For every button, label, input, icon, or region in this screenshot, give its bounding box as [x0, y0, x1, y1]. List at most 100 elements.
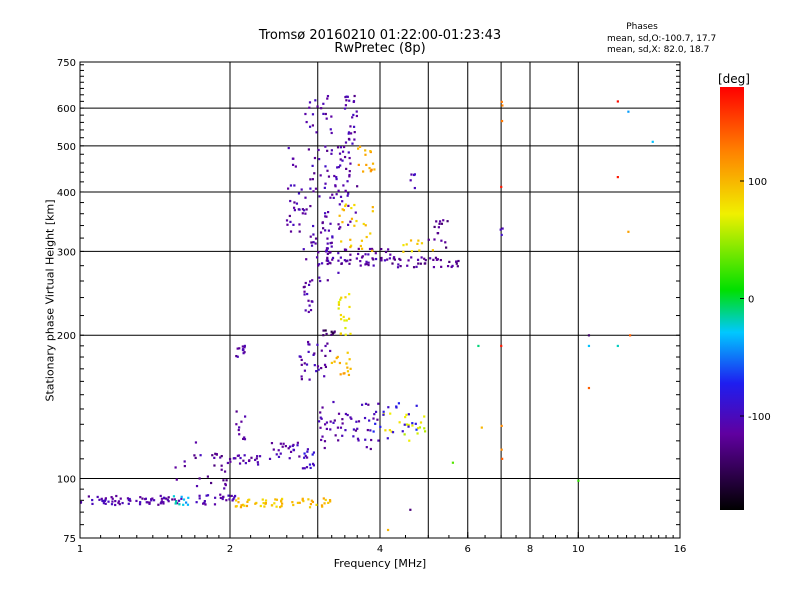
data-point: [407, 423, 410, 427]
data-point: [329, 128, 332, 131]
data-point: [372, 258, 375, 261]
data-point: [337, 252, 340, 255]
data-point: [344, 204, 347, 208]
data-point: [345, 260, 348, 263]
data-point: [300, 358, 303, 362]
data-point: [302, 500, 305, 503]
data-point: [304, 212, 307, 215]
data-point: [230, 494, 233, 498]
data-point: [331, 256, 335, 260]
data-point: [280, 504, 283, 508]
data-point: [225, 499, 228, 502]
data-point: [356, 427, 359, 430]
data-point: [587, 386, 591, 390]
data-point: [344, 412, 347, 416]
data-point: [368, 419, 371, 422]
data-point: [374, 422, 377, 425]
data-point: [370, 438, 373, 442]
data-point: [339, 226, 342, 229]
data-point: [227, 494, 230, 497]
data-point: [326, 262, 329, 266]
data-point: [342, 145, 346, 149]
x-axis-ticks: 1 2 4 6 8 10 16: [77, 532, 686, 555]
data-point: [263, 505, 266, 508]
data-point: [363, 416, 367, 420]
data-point: [287, 146, 290, 150]
data-point: [297, 192, 301, 195]
data-point: [324, 423, 327, 426]
data-point: [310, 244, 314, 247]
data-point: [344, 141, 348, 144]
data-point: [268, 457, 272, 460]
data-point: [329, 242, 332, 245]
data-point: [306, 450, 309, 453]
data-point: [455, 260, 458, 263]
data-point: [343, 107, 347, 110]
data-point: [325, 250, 328, 253]
data-point: [329, 500, 332, 503]
data-point: [365, 446, 368, 449]
data-point: [357, 439, 360, 442]
data-point: [238, 347, 241, 350]
data-point: [320, 504, 324, 507]
data-point: [346, 180, 349, 183]
data-point: [104, 498, 107, 501]
data-point: [374, 257, 378, 261]
colorbar-label: [deg]: [718, 72, 750, 86]
data-point: [335, 177, 338, 181]
data-point: [291, 501, 294, 504]
data-point: [419, 262, 422, 265]
data-point: [387, 406, 390, 409]
data-point: [391, 262, 394, 265]
data-point: [309, 466, 312, 470]
data-point: [307, 498, 310, 501]
data-point: [351, 142, 354, 145]
data-point: [296, 441, 299, 444]
data-point: [242, 437, 245, 441]
data-point: [344, 248, 348, 251]
data-point: [357, 163, 360, 167]
data-point: [291, 163, 295, 166]
data-point: [312, 190, 315, 193]
data-point: [448, 260, 451, 264]
data-point: [117, 500, 121, 503]
data-point: [347, 192, 350, 195]
data-point: [223, 487, 226, 490]
data-point: [345, 99, 348, 102]
data-point: [270, 504, 274, 507]
data-point: [314, 242, 317, 245]
data-point: [326, 242, 329, 245]
data-point: [111, 500, 114, 503]
data-point: [440, 222, 444, 225]
data-point: [242, 352, 245, 355]
data-point: [339, 298, 342, 301]
data-point: [311, 279, 314, 282]
data-point: [357, 420, 361, 423]
data-point: [444, 241, 447, 244]
data-point: [220, 468, 223, 471]
data-point: [370, 168, 373, 171]
data-point: [313, 352, 316, 355]
data-point: [339, 164, 342, 167]
data-point: [424, 259, 427, 262]
data-point: [349, 132, 353, 135]
data-point: [238, 426, 241, 429]
data-point: [348, 358, 351, 361]
data-point: [121, 501, 124, 505]
data-point: [433, 225, 436, 229]
data-point: [330, 361, 333, 365]
data-point: [307, 148, 310, 151]
data-point: [343, 319, 346, 322]
data-point: [376, 418, 379, 421]
data-point: [324, 165, 327, 168]
data-point: [115, 494, 118, 498]
data-point: [405, 413, 408, 416]
data-point: [412, 266, 416, 269]
y-tick-label: 750: [57, 58, 76, 69]
data-point: [312, 241, 315, 244]
data-point: [499, 228, 502, 231]
data-point: [500, 424, 503, 428]
data-point: [242, 459, 245, 462]
data-point: [360, 247, 364, 250]
data-point: [347, 151, 350, 154]
